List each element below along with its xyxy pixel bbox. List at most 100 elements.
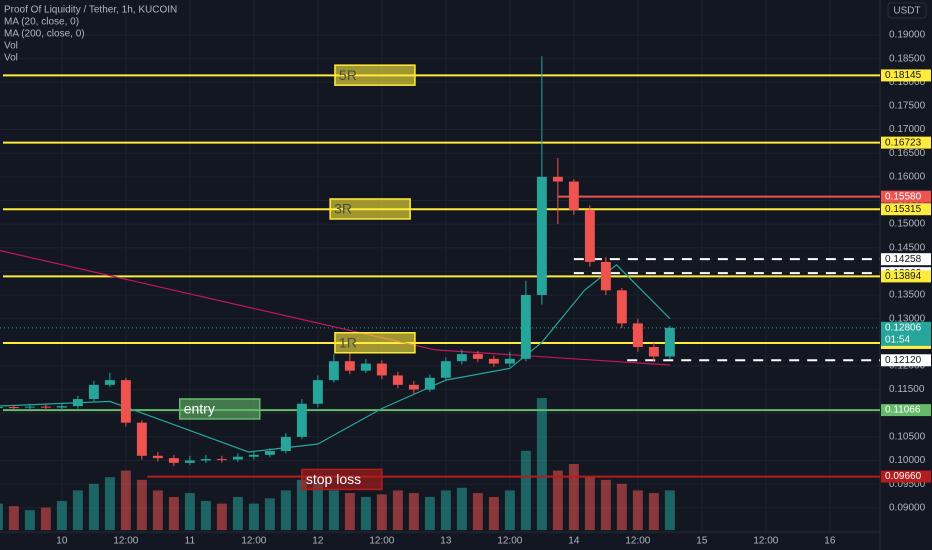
x-tick-label: 16 [824, 536, 836, 547]
volume-bar [104, 477, 115, 530]
candle-body [456, 354, 467, 362]
candle-body [536, 176, 547, 296]
candle-body [72, 399, 83, 407]
price-level-label: 0.12120 [885, 355, 922, 366]
volume-bar [408, 493, 419, 530]
volume-bar [440, 490, 451, 530]
volume-bar [200, 500, 211, 530]
candle-body [328, 361, 339, 381]
volume-bar [40, 507, 51, 530]
volume-bar [616, 483, 627, 530]
x-tick-label: 14 [568, 536, 580, 547]
candle-body [440, 361, 451, 378]
y-tick-label: 0.11500 [889, 384, 925, 395]
volume-bar [632, 490, 643, 530]
candle-body [280, 436, 291, 452]
candle-body [504, 358, 515, 364]
price-level-label: 0.18145 [885, 70, 922, 81]
legend-item: Vol [4, 41, 18, 52]
volume-bar [280, 490, 291, 530]
y-tick-label: 0.14500 [889, 242, 926, 253]
candle-body [264, 451, 275, 455]
annotation-box [334, 64, 416, 86]
candle-body [488, 358, 499, 364]
volume-bar [184, 493, 195, 530]
annotation-label: 3R [334, 201, 352, 217]
volume-bar [312, 483, 323, 530]
x-tick-label: 12:00 [241, 536, 266, 547]
candle-body [664, 327, 675, 357]
y-tick-label: 0.10000 [889, 455, 926, 466]
symbol-title: Proof Of Liquidity / Tether, 1h, KUCOIN [4, 5, 177, 16]
legend-item: MA (200, close, 0) [4, 29, 85, 40]
volume-bar [600, 479, 611, 530]
candle-body [312, 380, 323, 404]
x-tick-label: 10 [56, 536, 68, 547]
candle-body [568, 181, 579, 210]
annotations: 5R 3R 1R entry stop loss [178, 64, 416, 491]
price-level-tag [881, 253, 931, 266]
price-level-tag [881, 270, 931, 283]
volume-bar [88, 483, 99, 530]
candle-body [200, 459, 211, 461]
levels [0, 74, 880, 478]
candle-body [248, 454, 259, 457]
candle-body [520, 295, 531, 359]
candle-body [632, 323, 643, 348]
annotation-label: stop loss [306, 471, 361, 487]
volume-bar [344, 493, 355, 530]
candle-body [552, 176, 563, 182]
volume-bar [584, 477, 595, 530]
y-tick-label: 0.18000 [889, 77, 926, 88]
volume-bar [232, 497, 243, 530]
x-tick-label: 13 [440, 536, 452, 547]
volume-bar [264, 498, 275, 530]
volume [0, 398, 675, 530]
candles [0, 56, 675, 467]
annotation-label: 1R [339, 334, 357, 350]
volume-bar [456, 487, 467, 530]
price-level-tag [881, 404, 931, 417]
price-level-tag [881, 470, 931, 483]
candle-body [408, 384, 419, 390]
volume-bar [520, 450, 531, 530]
volume-bar [24, 510, 35, 530]
currency-button[interactable] [887, 2, 927, 19]
candle-body [184, 460, 195, 463]
annotation-label: 5R [339, 67, 357, 83]
candle-body [392, 375, 403, 385]
volume-bar [136, 479, 147, 530]
candle-body [600, 261, 611, 291]
candle-body [472, 354, 483, 359]
volume-bar [472, 493, 483, 530]
y-tick-label: 0.09500 [889, 479, 926, 490]
candle-body [344, 361, 355, 371]
candle-body [104, 380, 115, 385]
price-axis: 0.090000.095000.100000.105000.110000.115… [881, 30, 931, 513]
y-tick-label: 0.10500 [889, 432, 926, 443]
candle-body [136, 422, 147, 456]
volume-bar [392, 490, 403, 530]
volume-bar [552, 470, 563, 530]
price-level-label: 0.14258 [885, 254, 922, 265]
price-level-tag [881, 69, 931, 82]
price-level-tag [881, 354, 931, 367]
x-tick-label: 12:00 [113, 536, 138, 547]
annotation-box [334, 332, 416, 354]
price-level-tag [881, 136, 931, 149]
volume-bar [168, 497, 179, 530]
candle-body [88, 384, 99, 400]
moving-average-line [0, 249, 670, 366]
volume-bar [0, 503, 3, 530]
candle-body [648, 347, 659, 357]
countdown: 01:54 [885, 334, 910, 345]
volume-bar [120, 470, 131, 530]
annotation-label: entry [184, 401, 215, 417]
volume-bar [360, 497, 371, 530]
annotation-box [178, 398, 261, 420]
volume-bar [56, 500, 67, 530]
price-level-label: 0.09660 [885, 471, 922, 482]
volume-bar [248, 503, 259, 530]
currency[interactable]: USDT [893, 6, 920, 17]
